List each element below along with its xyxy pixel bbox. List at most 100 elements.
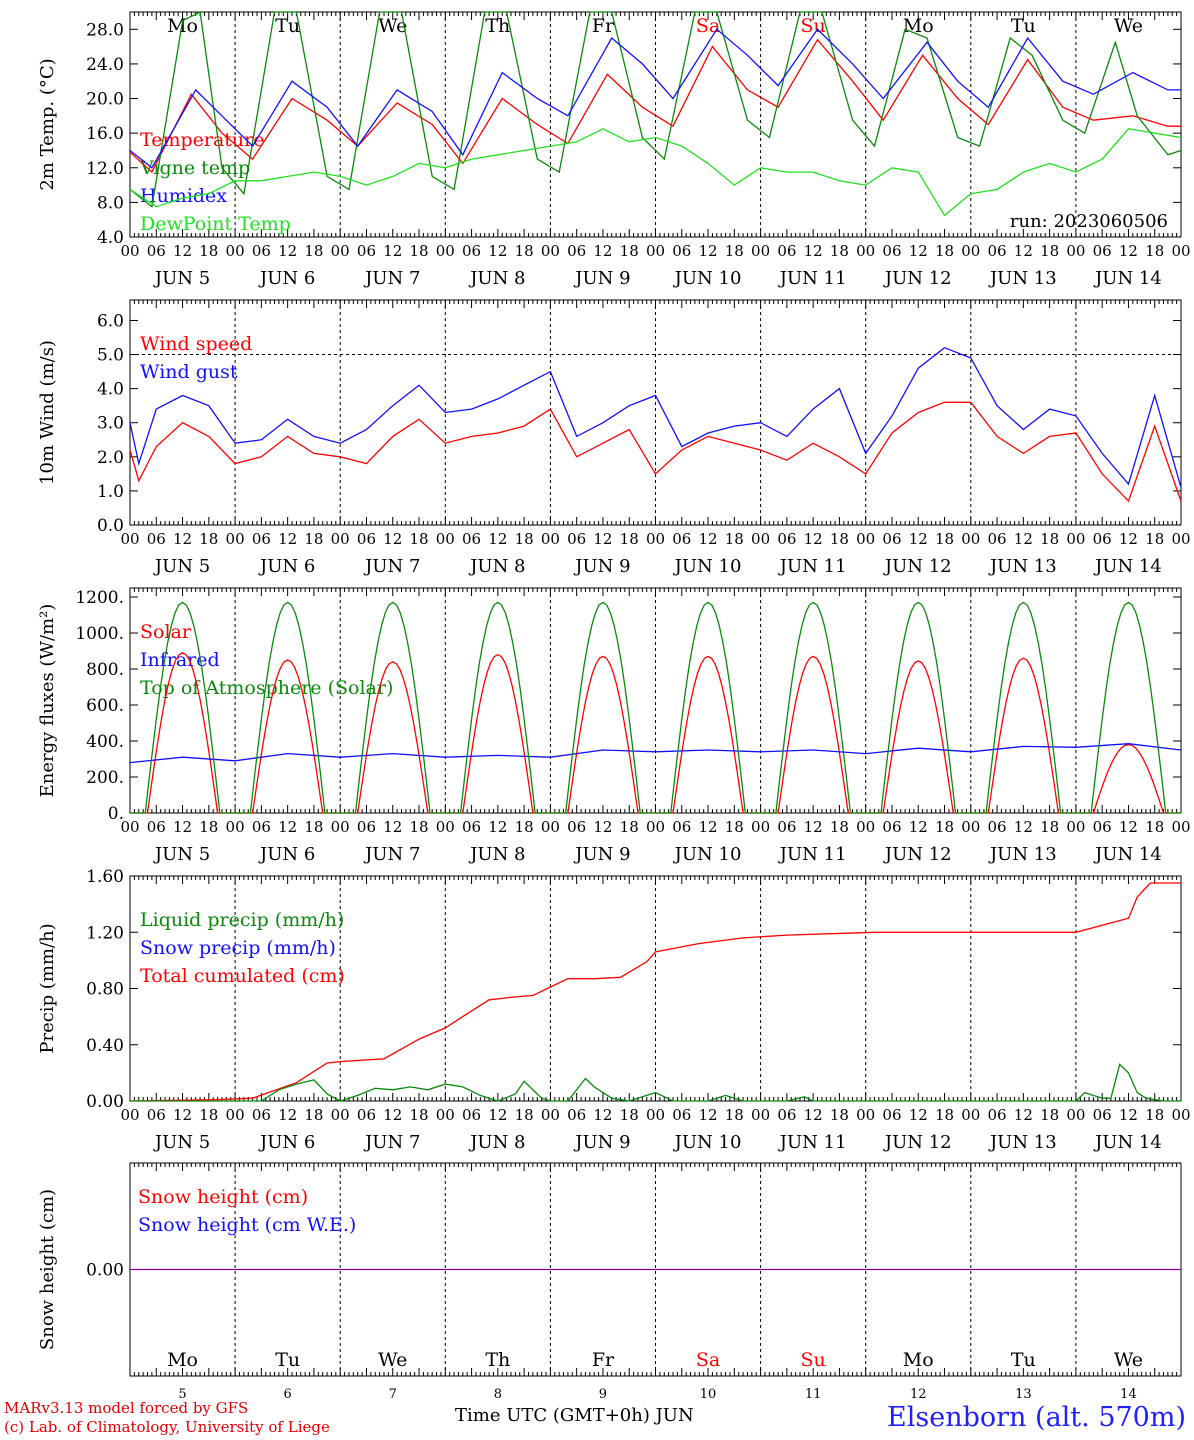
hour-tick-label: 18 xyxy=(199,530,218,548)
y-axis-label: Precip (mm/h) xyxy=(37,923,58,1053)
hour-tick-label: 00 xyxy=(646,530,665,548)
y-tick-label: 0.00 xyxy=(86,1261,124,1281)
date-label: JUN 9 xyxy=(573,844,630,865)
hour-tick-label: 18 xyxy=(935,530,954,548)
hour-tick-label: 12 xyxy=(278,242,297,260)
hour-tick-label: 18 xyxy=(304,242,323,260)
hour-tick-label: 18 xyxy=(515,818,534,836)
y-tick-label: 0.80 xyxy=(86,980,124,1000)
date-label: JUN 9 xyxy=(573,268,630,289)
hour-tick-label: 18 xyxy=(515,242,534,260)
hour-tick-label: 06 xyxy=(567,530,586,548)
series-top-of-atmosphere-solar- xyxy=(130,601,1181,814)
hour-tick-label: 12 xyxy=(278,818,297,836)
y-tick-label: 3.0 xyxy=(97,414,124,434)
hour-tick-label: 12 xyxy=(488,818,507,836)
hour-tick-label: 00 xyxy=(436,242,455,260)
y-tick-label: 200. xyxy=(86,768,124,788)
hour-tick-label: 18 xyxy=(1145,1106,1164,1124)
hour-tick-label: 18 xyxy=(725,1106,744,1124)
hour-tick-label: 12 xyxy=(1119,1106,1138,1124)
hour-tick-label: 18 xyxy=(1145,818,1164,836)
hour-tick-label: 12 xyxy=(1119,530,1138,548)
hour-tick-label: 12 xyxy=(488,1106,507,1124)
hour-tick-label: 00 xyxy=(1171,1106,1190,1124)
y-tick-label: 600. xyxy=(86,696,124,716)
hour-tick-label: 18 xyxy=(199,818,218,836)
bottom-date-label: 13 xyxy=(1015,1387,1032,1402)
hour-tick-label: 06 xyxy=(462,242,481,260)
series-vigne-temp xyxy=(129,11,1182,208)
y-tick-label: 1.20 xyxy=(86,923,124,943)
hour-tick-label: 12 xyxy=(593,530,612,548)
y-tick-label: 4.0 xyxy=(97,380,124,400)
hour-tick-label: 00 xyxy=(856,1106,875,1124)
hour-tick-label: 18 xyxy=(725,818,744,836)
legend-entry: Snow height (cm) xyxy=(138,1186,308,1208)
hour-tick-label: 12 xyxy=(593,818,612,836)
date-label: JUN 7 xyxy=(363,1132,420,1153)
y-tick-label: 800. xyxy=(86,660,124,680)
date-label: JUN 8 xyxy=(468,1132,525,1153)
legend-entry: Snow precip (mm/h) xyxy=(140,937,336,959)
y-tick-label: 0.00 xyxy=(86,1092,124,1112)
hour-tick-label: 00 xyxy=(1066,818,1085,836)
hour-tick-label: 06 xyxy=(672,530,691,548)
hour-tick-label: 00 xyxy=(646,1106,665,1124)
series-dewpoint-temp xyxy=(129,128,1182,217)
hour-tick-label: 00 xyxy=(1171,242,1190,260)
date-label: JUN 5 xyxy=(153,1132,210,1153)
y-tick-label: 28.0 xyxy=(86,20,124,40)
day-name-label: Mo xyxy=(167,1349,198,1371)
hour-tick-label: 00 xyxy=(856,242,875,260)
hour-tick-label: 12 xyxy=(173,1106,192,1124)
y-tick-label: 4.0 xyxy=(97,228,124,248)
day-name-label: Sa xyxy=(696,1349,720,1371)
hour-tick-label: 00 xyxy=(331,818,350,836)
hour-tick-label: 00 xyxy=(751,530,770,548)
hour-tick-label: 18 xyxy=(199,242,218,260)
hour-tick-label: 18 xyxy=(409,530,428,548)
date-label: JUN 14 xyxy=(1093,556,1162,577)
legend-entry: Wind speed xyxy=(140,333,252,355)
date-label: JUN 5 xyxy=(153,556,210,577)
hour-tick-label: 06 xyxy=(252,242,271,260)
y-tick-label: 0.40 xyxy=(86,1036,124,1056)
hour-tick-label: 06 xyxy=(147,242,166,260)
date-label: JUN 11 xyxy=(778,844,847,865)
hour-tick-label: 06 xyxy=(252,530,271,548)
date-label: JUN 13 xyxy=(988,268,1057,289)
hour-tick-label: 18 xyxy=(409,818,428,836)
hour-tick-label: 18 xyxy=(409,1106,428,1124)
hour-tick-label: 00 xyxy=(856,818,875,836)
hour-tick-label: 06 xyxy=(672,242,691,260)
hour-tick-label: 00 xyxy=(1066,1106,1085,1124)
hour-tick-label: 06 xyxy=(1093,530,1112,548)
hour-tick-label: 06 xyxy=(147,1106,166,1124)
hour-tick-label: 00 xyxy=(1171,530,1190,548)
hour-tick-label: 00 xyxy=(226,242,245,260)
series-total-cumulated-cm- xyxy=(129,882,1181,1102)
hour-tick-label: 18 xyxy=(830,818,849,836)
day-name-label: Sa xyxy=(696,15,720,37)
hour-tick-label: 18 xyxy=(830,1106,849,1124)
hour-tick-label: 06 xyxy=(147,530,166,548)
hour-tick-label: 12 xyxy=(1014,1106,1033,1124)
hour-tick-label: 06 xyxy=(882,242,901,260)
date-label: JUN 8 xyxy=(468,844,525,865)
series-wind-speed xyxy=(129,401,1182,503)
hour-tick-label: 12 xyxy=(488,242,507,260)
hour-tick-label: 12 xyxy=(173,242,192,260)
lab-line: (c) Lab. of Climatology, University of L… xyxy=(4,1418,330,1436)
date-label: JUN 5 xyxy=(153,268,210,289)
hour-tick-label: 12 xyxy=(1014,242,1033,260)
hour-tick-label: 12 xyxy=(804,1106,823,1124)
y-tick-label: 1000. xyxy=(75,624,124,644)
station-name: Elsenborn (alt. 570m) xyxy=(887,1402,1186,1433)
x-axis-title: Time UTC (GMT+0h) JUN xyxy=(455,1405,694,1426)
hour-tick-label: 18 xyxy=(304,530,323,548)
day-name-label: Th xyxy=(485,1349,510,1371)
date-label: JUN 8 xyxy=(468,556,525,577)
hour-tick-label: 06 xyxy=(988,1106,1007,1124)
series-infrared xyxy=(129,743,1182,764)
